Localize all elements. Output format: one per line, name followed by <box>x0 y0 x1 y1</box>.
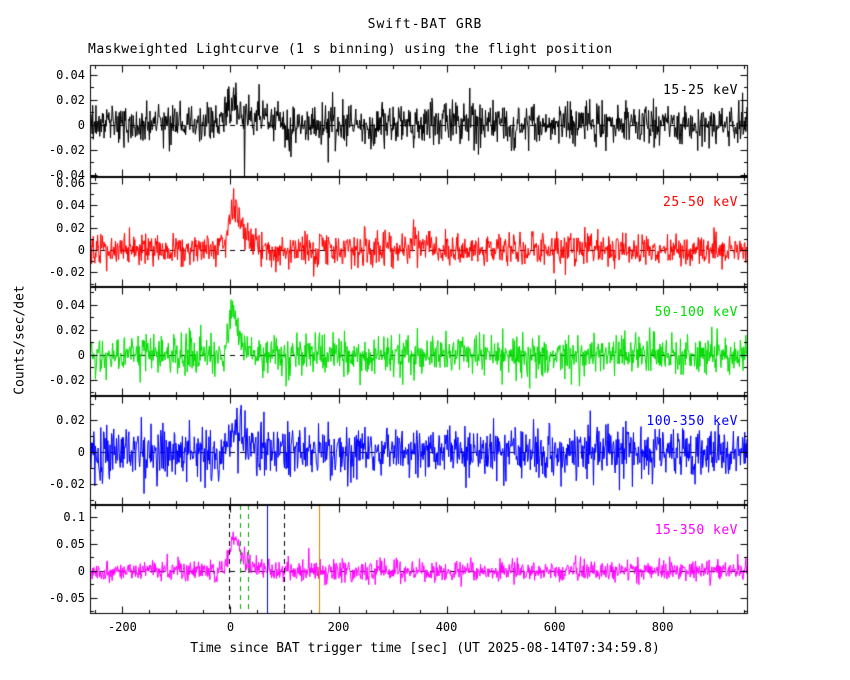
y-tick-label: 0.02 <box>56 413 85 428</box>
y-tick-label: 0.04 <box>56 198 85 213</box>
chart-title: Swift-BAT GRB <box>367 17 483 32</box>
y-tick-label: -0.05 <box>48 590 85 605</box>
y-tick-label: 0.02 <box>56 220 85 235</box>
energy-band-label: 25-50 keV <box>663 195 738 210</box>
y-tick-label: -0.02 <box>48 265 85 280</box>
y-tick-label: 0.05 <box>56 536 85 551</box>
x-tick-label: 200 <box>327 620 350 634</box>
x-axis-label: Time since BAT trigger time [sec] (UT 20… <box>190 641 660 656</box>
x-tick-label: 600 <box>543 620 566 634</box>
energy-band-label: 15-25 keV <box>663 83 738 98</box>
y-tick-label: -0.04 <box>48 167 85 182</box>
y-tick-label: 0.06 <box>56 175 85 190</box>
y-tick-label: -0.02 <box>48 372 85 387</box>
chart-subtitle: Maskweighted Lightcurve (1 s binning) us… <box>88 42 613 57</box>
y-tick-label: 0 <box>77 563 85 578</box>
x-tick-label: 400 <box>435 620 458 634</box>
x-tick-label: 800 <box>651 620 674 634</box>
x-tick-label: 0 <box>226 620 235 634</box>
y-tick-label: 0.02 <box>56 322 85 337</box>
energy-band-label: 100-350 keV <box>646 414 738 429</box>
y-tick-label: 0 <box>77 347 85 362</box>
y-tick-label: -0.02 <box>48 142 85 157</box>
y-tick-label: 0 <box>77 117 85 132</box>
energy-band-label: 15-350 keV <box>654 523 738 538</box>
y-tick-label: 0 <box>77 242 85 257</box>
y-tick-label: 0.02 <box>56 92 85 107</box>
y-tick-label: 0.1 <box>63 509 85 524</box>
y-tick-label: 0 <box>77 445 85 460</box>
energy-band-label: 50-100 keV <box>654 305 738 320</box>
y-tick-label: 0.04 <box>56 297 85 312</box>
y-tick-label: -0.02 <box>48 477 85 492</box>
y-axis-label: Counts/sec/det <box>12 285 28 395</box>
y-tick-label: 0.04 <box>56 67 85 82</box>
x-tick-label: -200 <box>107 620 137 634</box>
